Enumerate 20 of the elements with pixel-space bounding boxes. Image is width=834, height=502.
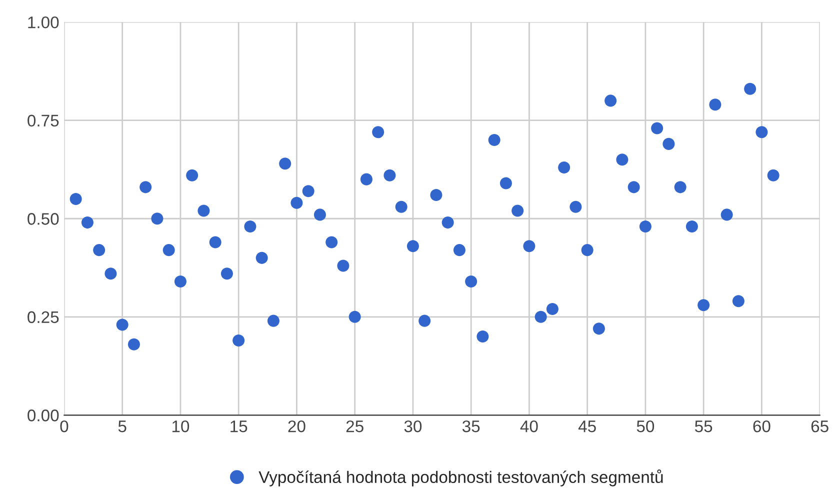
y-tick-label: 1.00 [28,16,59,28]
x-tick-label: 60 [753,420,770,432]
x-tick-label: 65 [811,420,828,432]
x-tick-label: 5 [118,420,126,432]
legend-label: Vypočítaná hodnota podobnosti testovaných segmentů [258,469,663,486]
x-tick-label: 45 [578,420,596,432]
y-tick-label: 0.75 [28,114,59,127]
x-tick-label: 20 [288,420,306,432]
x-tick-label: 10 [172,420,190,432]
y-tick-label: 0.25 [28,311,59,324]
x-tick-label: 30 [404,420,422,432]
y-tick-label: 0.50 [28,213,59,225]
y-tick-label: 0.00 [28,410,59,422]
x-tick-label: 50 [636,420,654,432]
x-tick-label: 35 [462,420,480,432]
x-tick-label: 15 [230,420,248,432]
x-tick-label: 40 [520,420,538,432]
x-tick-label: 25 [346,420,364,432]
x-tick-label: 55 [694,420,712,432]
x-tick-label: 0 [60,420,68,432]
